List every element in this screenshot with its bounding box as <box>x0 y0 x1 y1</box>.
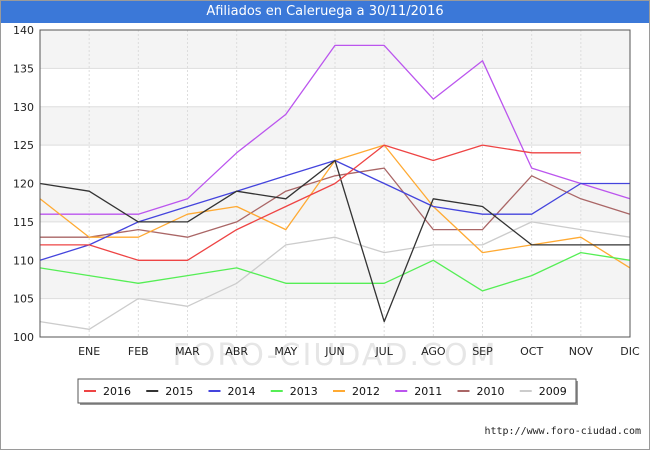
series-lines <box>39 44 631 330</box>
legend-label-2012: 2012 <box>352 385 380 398</box>
series-line-2009 <box>39 221 631 330</box>
x-axis-ticks: ENE FEB MAR ABR MAY JUN JUL AGO SEP OCT NOV DIC <box>78 345 640 358</box>
x-tick-label: DIC <box>620 345 640 358</box>
x-tick-label: NOV <box>569 345 594 358</box>
legend-box <box>77 378 577 404</box>
x-tick-label: OCT <box>520 345 543 358</box>
legend-label-2011: 2011 <box>414 385 442 398</box>
x-tick-label: JUN <box>324 345 345 358</box>
watermark: FORO-CIUDAD.COM <box>173 338 498 373</box>
x-tick-label: AGO <box>421 345 446 358</box>
legend-label-2013: 2013 <box>290 385 318 398</box>
series-line-2015 <box>39 159 630 323</box>
y-tick-label: 135 <box>13 62 34 75</box>
series-line-2010 <box>40 167 631 238</box>
y-tick-label: 115 <box>13 216 34 229</box>
legend-label-2010: 2010 <box>477 385 505 398</box>
x-tick-label: MAY <box>274 345 297 358</box>
series-line-2013 <box>39 251 631 292</box>
x-tick-label: SEP <box>472 345 493 358</box>
legend: 2016 2015 2014 2013 2012 2011 2010 2009 <box>77 378 578 405</box>
plot-border <box>39 29 631 338</box>
x-tick-label: JUL <box>374 345 393 358</box>
y-tick-label: 100 <box>13 331 34 344</box>
x-tick-label: ABR <box>225 345 248 358</box>
y-tick-label: 140 <box>13 24 34 37</box>
series-line-2011 <box>40 44 631 215</box>
legend-label-2015: 2015 <box>165 385 193 398</box>
y-tick-label: 105 <box>13 293 34 306</box>
y-tick-label: 130 <box>13 101 34 114</box>
y-tick-label: 120 <box>13 178 34 191</box>
y-tick-label: 125 <box>13 139 34 152</box>
grid-band <box>40 30 630 69</box>
y-tick-label: 110 <box>13 254 34 267</box>
x-tick-label: MAR <box>175 345 200 358</box>
x-tick-label: FEB <box>128 345 149 358</box>
legend-label-2016: 2016 <box>103 385 131 398</box>
legend-label-2009: 2009 <box>539 385 567 398</box>
x-tick-label: ENE <box>78 345 100 358</box>
chart-title: Afiliados en Caleruega a 30/11/2016 <box>1 1 649 23</box>
footer-url: http://www.foro-ciudad.com <box>484 426 641 437</box>
series-line-2016 <box>40 144 581 261</box>
legend-label-2014: 2014 <box>228 385 256 398</box>
y-axis-ticks: 100 105 110 115 120 125 130 135 140 <box>13 24 34 344</box>
